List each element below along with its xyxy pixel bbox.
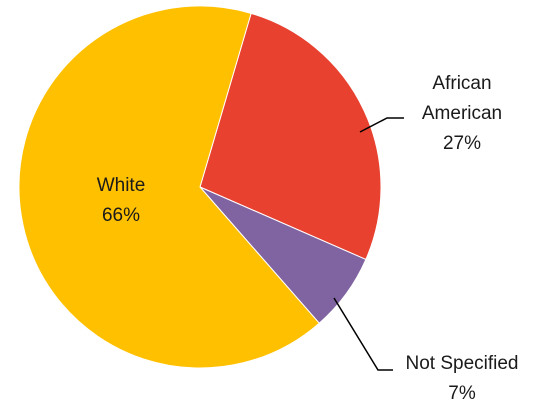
pie-slice-african-american (199, 12, 382, 261)
slice-label-african-american: American (422, 103, 502, 124)
leader-line-african-american (359, 117, 404, 133)
slice-label-african-american: African (432, 73, 491, 94)
slice-value-label-white: 66% (102, 205, 140, 226)
pie-slices (18, 5, 382, 369)
slice-label-white: White (97, 175, 146, 196)
pie-slice-white (18, 5, 320, 369)
slice-label-not-specified: Not Specified (405, 353, 518, 374)
slice-labels: African American 27% Not Specified 7% White 66… (97, 73, 519, 404)
slice-value-label-not-specified: 7% (448, 383, 476, 404)
slice-value-label-african-american: 27% (443, 133, 481, 154)
leader-lines (333, 117, 404, 371)
leader-line-not-specified (333, 297, 393, 371)
